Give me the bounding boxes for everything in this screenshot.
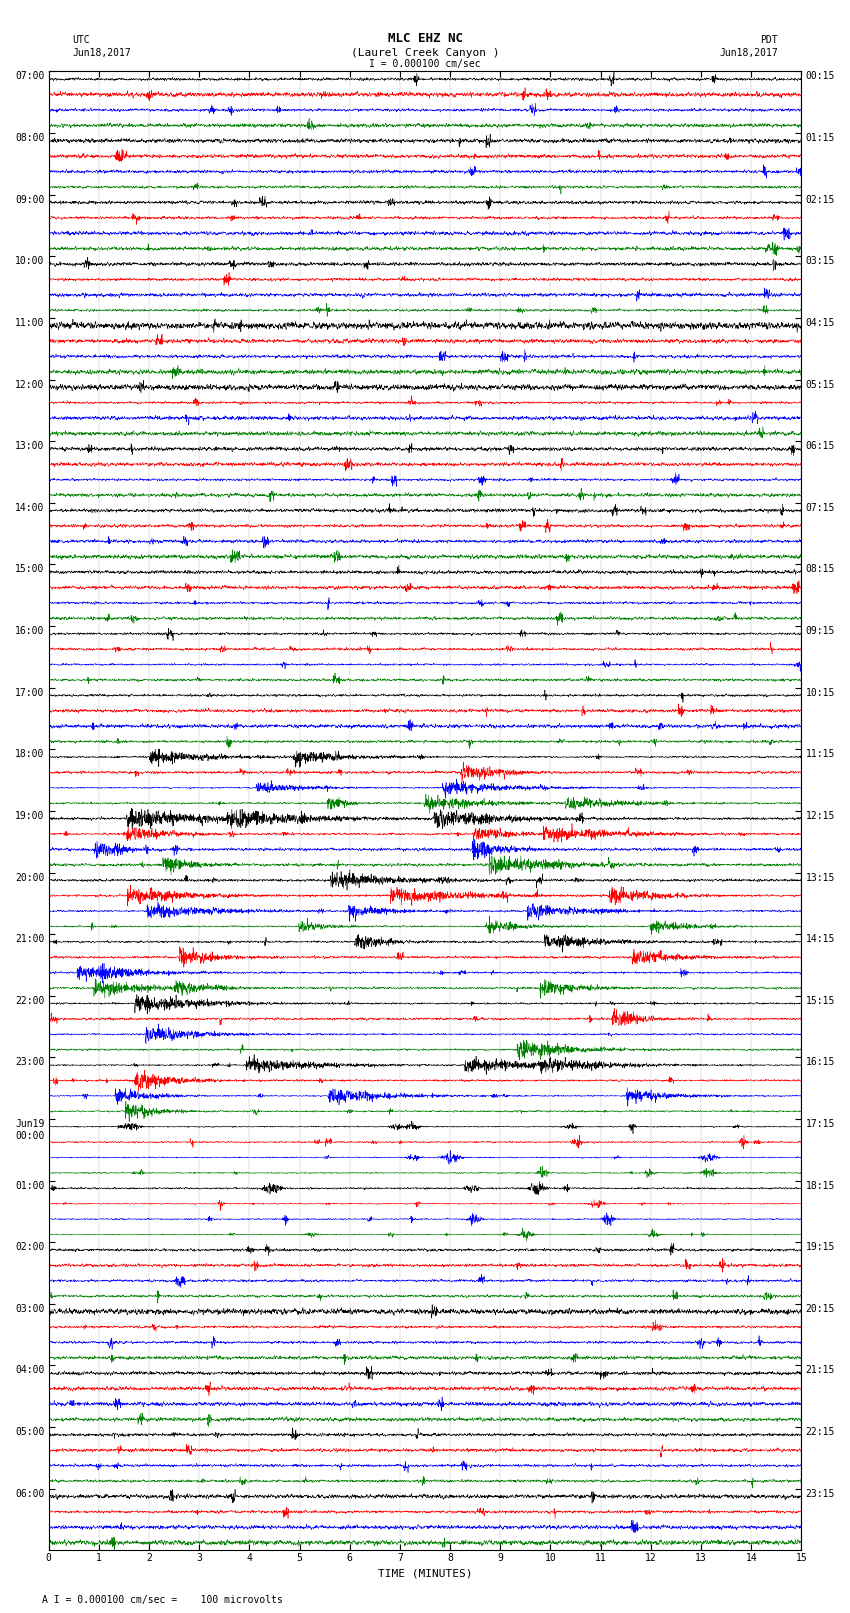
Text: Jun18,2017: Jun18,2017 — [719, 48, 778, 58]
Text: I = 0.000100 cm/sec: I = 0.000100 cm/sec — [369, 60, 481, 69]
Text: UTC: UTC — [72, 35, 90, 45]
X-axis label: TIME (MINUTES): TIME (MINUTES) — [377, 1569, 473, 1579]
Text: PDT: PDT — [760, 35, 778, 45]
Text: MLC EHZ NC: MLC EHZ NC — [388, 32, 462, 45]
Text: A I = 0.000100 cm/sec =    100 microvolts: A I = 0.000100 cm/sec = 100 microvolts — [42, 1595, 283, 1605]
Text: Jun18,2017: Jun18,2017 — [72, 48, 131, 58]
Text: (Laurel Creek Canyon ): (Laurel Creek Canyon ) — [351, 48, 499, 58]
